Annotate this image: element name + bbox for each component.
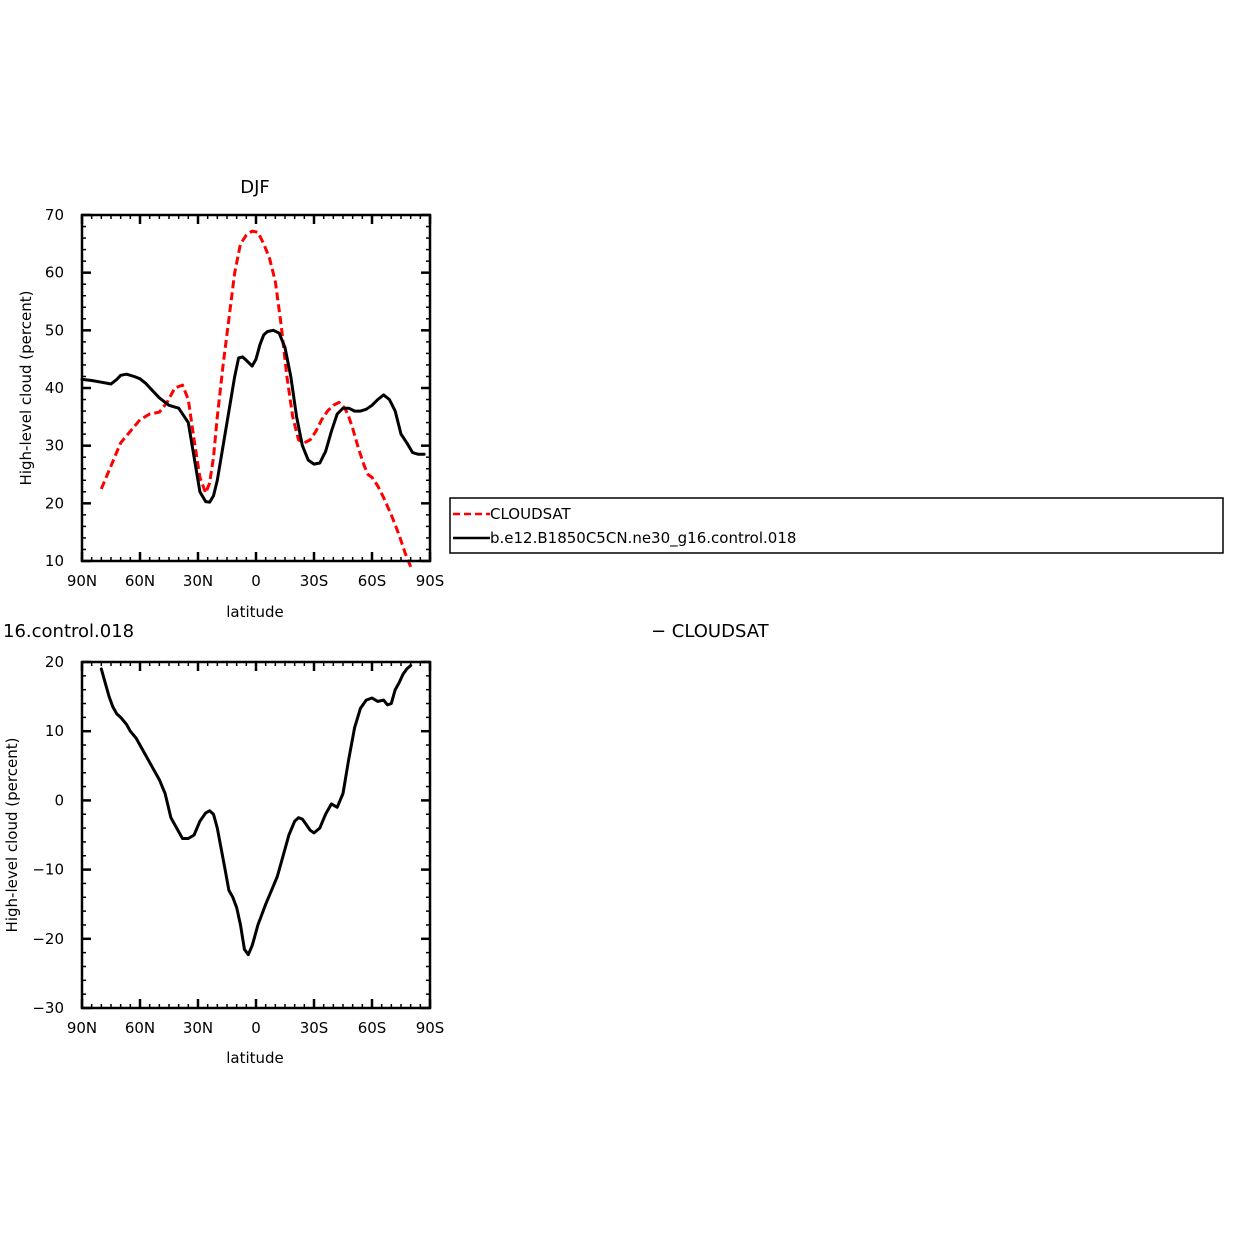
y-axis-label: High-level cloud (percent) — [3, 738, 21, 933]
y-tick-label: 60 — [45, 264, 64, 282]
series-line-model — [99, 664, 413, 957]
y-tick-label: 40 — [45, 379, 64, 397]
y-tick-label: −30 — [32, 999, 64, 1017]
y-tick-label: 70 — [45, 206, 64, 224]
overflow-title-left: 16.control.018 — [3, 621, 134, 642]
x-tick-label: 0 — [251, 572, 261, 590]
x-axis-label: latitude — [226, 603, 284, 621]
y-tick-label: 20 — [45, 494, 64, 512]
x-tick-label: 30S — [300, 572, 329, 590]
x-tick-label: 60S — [358, 1019, 387, 1037]
legend-label-cloudsat: CLOUDSAT — [490, 505, 572, 523]
y-axis-label: High-level cloud (percent) — [17, 291, 35, 486]
y-tick-labels: 10 20 30 40 50 60 70 — [45, 206, 64, 570]
plot-frame — [80, 660, 432, 1010]
x-tick-label: 90S — [416, 572, 445, 590]
panel-djf: DJF 10 20 30 40 50 60 70 90N 60N 30N 0 30S 60S 90S l… — [17, 177, 444, 621]
y-tick-label: 50 — [45, 321, 64, 339]
x-tick-label: 60N — [125, 572, 155, 590]
series-line-model — [80, 328, 426, 504]
x-tick-labels: 90N 60N 30N 0 30S 60S 90S — [67, 1019, 444, 1037]
y-tick-label: 0 — [54, 791, 64, 809]
overflow-title-right: − CLOUDSAT — [651, 621, 770, 642]
y-tick-label: 20 — [45, 653, 64, 671]
y-tick-label: −10 — [32, 861, 64, 879]
panel-title: DJF — [240, 177, 270, 198]
x-tick-label: 90N — [67, 1019, 97, 1037]
x-axis-label: latitude — [226, 1049, 284, 1067]
x-tick-label: 60N — [125, 1019, 155, 1037]
x-tick-label: 90S — [416, 1019, 445, 1037]
legend-box — [449, 497, 1224, 554]
legend: CLOUDSAT b.e12.B1850C5CN.ne30_g16.contro… — [449, 497, 1224, 554]
series-line-cloudsat — [99, 229, 413, 568]
x-tick-label: 30S — [300, 1019, 329, 1037]
x-tick-labels: 90N 60N 30N 0 30S 60S 90S — [67, 572, 444, 590]
x-tick-label: 0 — [251, 1019, 261, 1037]
x-tick-label: 90N — [67, 572, 97, 590]
legend-label-model: b.e12.B1850C5CN.ne30_g16.control.018 — [490, 529, 796, 548]
axis-ticks — [80, 660, 432, 1010]
series-lines — [99, 664, 413, 957]
axis-ticks — [80, 213, 432, 563]
series-lines — [80, 229, 426, 568]
x-tick-label: 60S — [358, 572, 387, 590]
y-tick-label: 10 — [45, 722, 64, 740]
x-tick-label: 30N — [183, 1019, 213, 1037]
y-tick-labels: −30 −20 −10 0 10 20 — [32, 653, 64, 1017]
y-tick-label: 30 — [45, 437, 64, 455]
panel-difference: −30 −20 −10 0 10 20 90N 60N 30N 0 30S 60S 90S latit… — [3, 653, 444, 1067]
y-tick-label: −20 — [32, 930, 64, 948]
plot-frame — [80, 213, 432, 563]
y-tick-label: 10 — [45, 552, 64, 570]
x-tick-label: 30N — [183, 572, 213, 590]
